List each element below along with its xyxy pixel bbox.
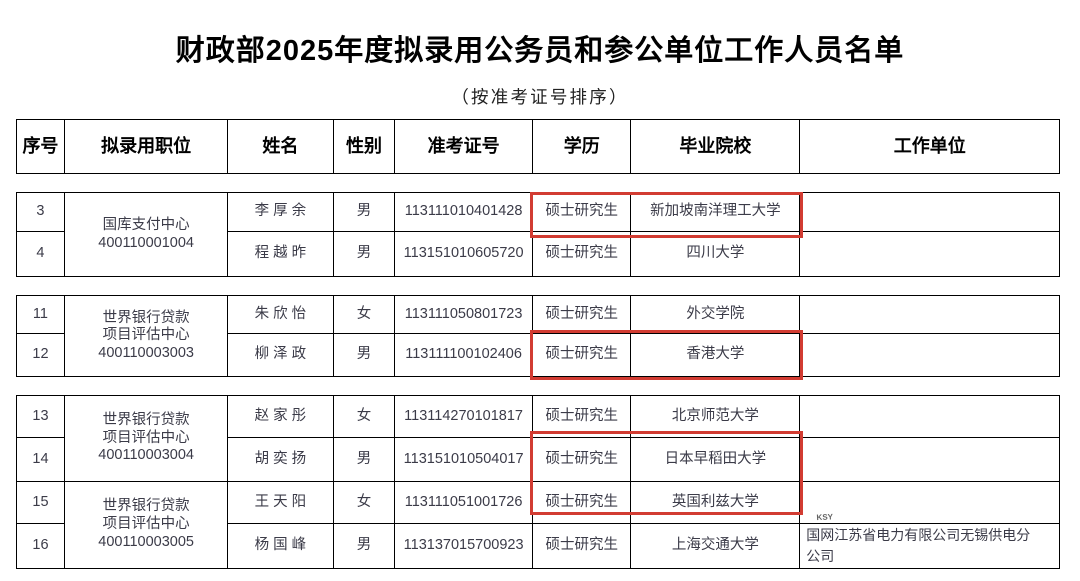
svg-text:KSY: KSY [816, 512, 834, 521]
